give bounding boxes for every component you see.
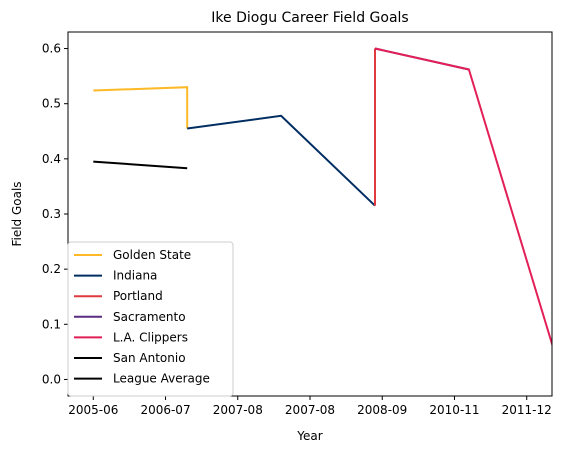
legend-label: San Antonio — [113, 351, 186, 365]
legend-label: Sacramento — [113, 310, 186, 324]
series-line-0 — [93, 86, 189, 129]
legend-label: Indiana — [113, 269, 157, 283]
legend-label: Portland — [113, 289, 163, 303]
y-tick-label: 0.3 — [42, 207, 61, 221]
y-tick-label: 0.4 — [42, 152, 61, 166]
series-line-1 — [187, 114, 376, 207]
x-tick-label: 2008-09 — [357, 403, 407, 417]
x-tick-label: 2007-08 — [213, 403, 263, 417]
y-tick-label: 0.1 — [42, 317, 61, 331]
x-tick-label: 2010-11 — [429, 403, 479, 417]
legend-box — [67, 241, 234, 397]
plot-area — [93, 47, 552, 348]
x-tick-label: 2007-08 — [285, 403, 335, 417]
legend-label: Golden State — [113, 248, 191, 262]
x-tick-label: 2006-07 — [140, 403, 190, 417]
y-axis-label: Field Goals — [10, 181, 24, 246]
y-tick-label: 0.6 — [42, 42, 61, 56]
y-tick-label: 0.2 — [42, 262, 61, 276]
series-line-4 — [374, 47, 552, 348]
legend-label: L.A. Clippers — [113, 330, 188, 344]
legend: Golden State Indiana Portland Sacramento L.A… — [67, 241, 234, 397]
y-tick-label: 0.5 — [42, 97, 61, 111]
series-line-6 — [93, 160, 188, 170]
x-axis-label: Year — [296, 429, 322, 443]
chart-title: Ike Diogu Career Field Goals — [211, 10, 408, 26]
legend-label: League Average — [113, 372, 210, 386]
x-tick-label: 2005-06 — [68, 403, 118, 417]
axes: 2005-06 2006-07 2007-08 2007-08 2008-09 2010-… — [42, 31, 553, 417]
y-tick-label: 0.0 — [42, 372, 61, 386]
x-tick-label: 2011-12 — [502, 403, 552, 417]
